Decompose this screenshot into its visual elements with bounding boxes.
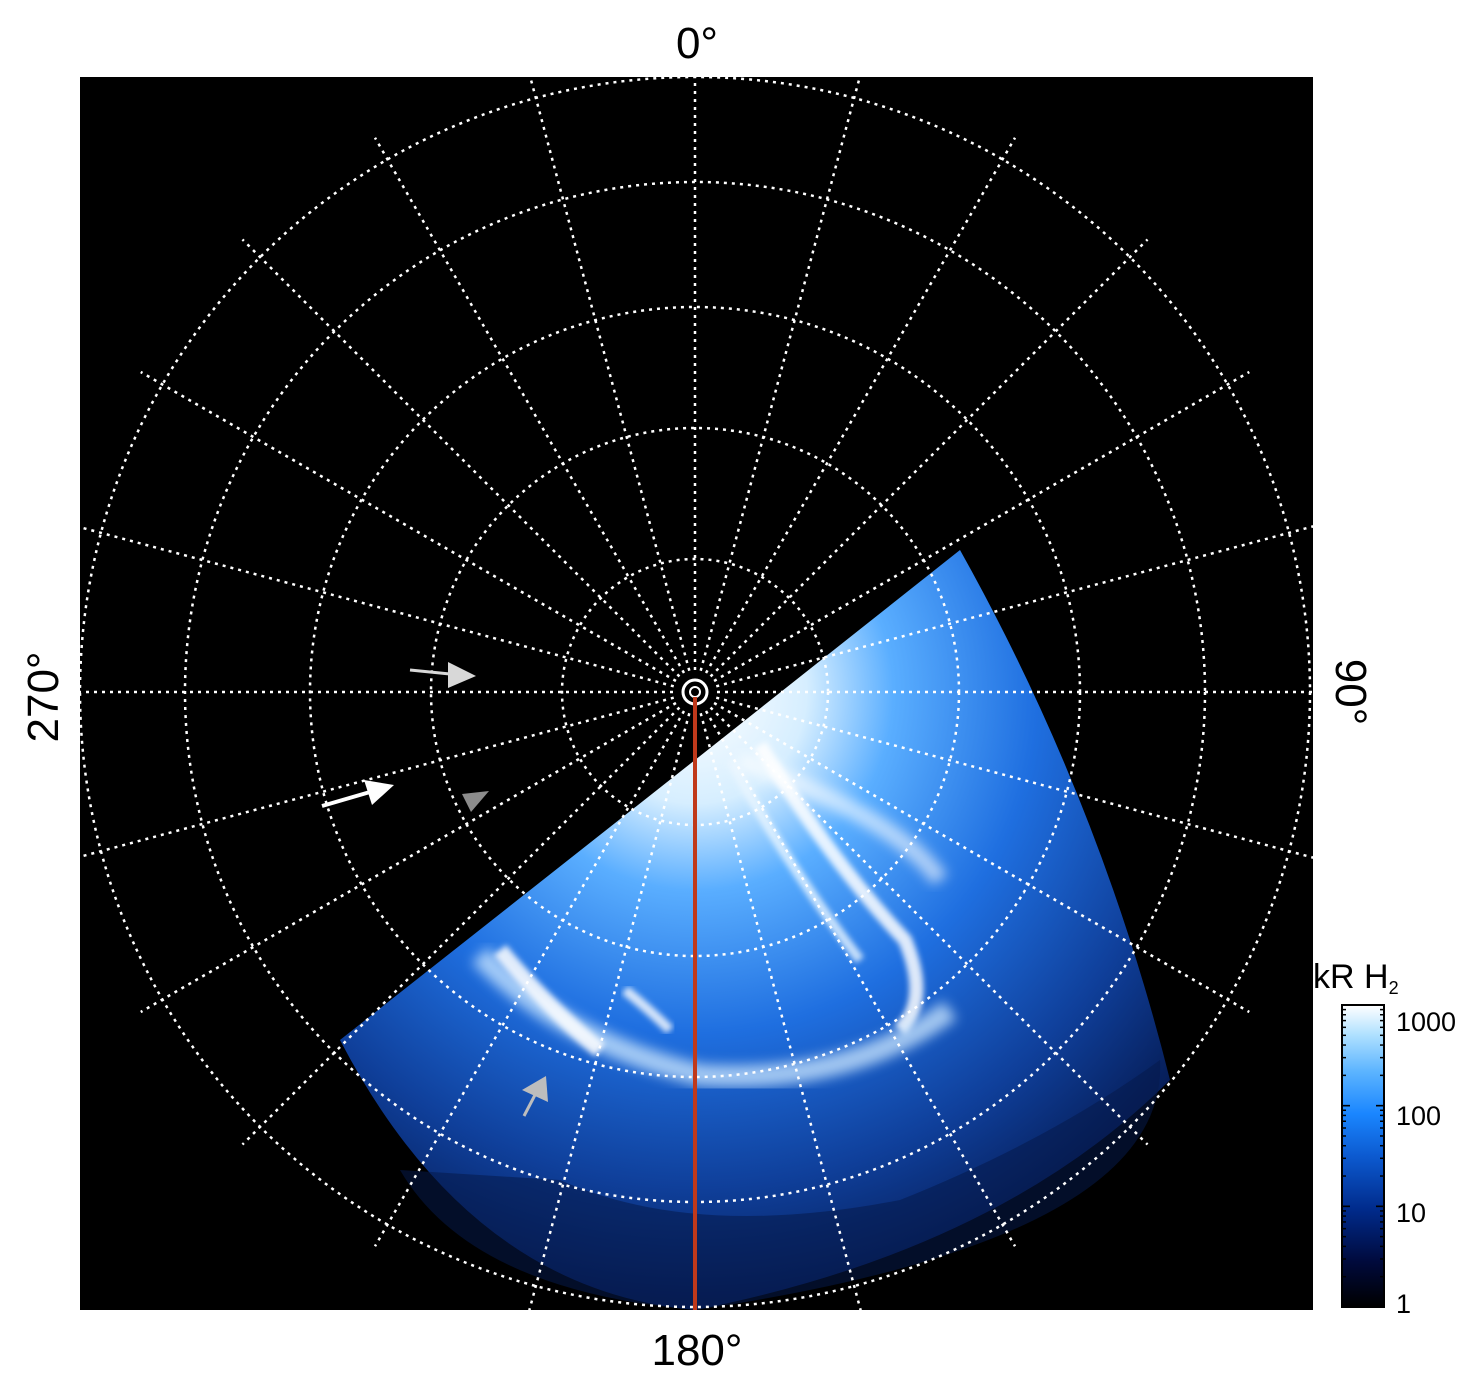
meridian-line — [715, 696, 1313, 859]
meridian-line — [140, 701, 677, 1014]
meridian-line — [373, 710, 686, 1247]
label-bottom: 180° — [651, 1326, 742, 1375]
colorbar-tick-100: 100 — [1396, 1101, 1441, 1131]
meridian-grid — [80, 77, 1313, 1310]
meridian-line — [528, 77, 691, 672]
colorbar-tick-10: 10 — [1396, 1198, 1426, 1228]
arrowhead-gray-middle — [462, 791, 489, 812]
meridian-line — [241, 238, 681, 678]
arrow-white — [321, 780, 394, 808]
meridian-line — [713, 370, 1250, 683]
meridian-line — [709, 706, 1149, 1146]
meridian-line — [80, 696, 675, 859]
meridian-line — [709, 238, 1149, 678]
meridian-line — [699, 77, 862, 672]
meridian-line — [528, 712, 691, 1310]
colorbar-ticks — [1342, 1004, 1384, 1308]
label-top: 0° — [676, 19, 718, 68]
label-left: 270° — [19, 651, 68, 742]
meridian-line — [241, 706, 681, 1146]
meridian-line — [713, 701, 1250, 1014]
colorbar: kR H2 1 10 100 1000 — [1313, 958, 1456, 1319]
meridian-line — [699, 712, 862, 1310]
meridian-line — [715, 525, 1313, 688]
colorbar-tick-1000: 1000 — [1396, 1007, 1456, 1037]
aurora-emission — [340, 550, 1170, 1310]
colorbar-tick-1: 1 — [1396, 1289, 1411, 1319]
arrow-gray-lower — [522, 1076, 548, 1117]
meridian-line — [704, 710, 1017, 1247]
arrow-gray-upper — [409, 662, 476, 688]
meridian-line — [140, 370, 677, 683]
label-right: 90° — [1326, 659, 1375, 726]
meridian-line — [704, 137, 1017, 674]
colorbar-scale — [1341, 1004, 1385, 1308]
meridian-line — [373, 137, 686, 674]
meridian-line — [80, 525, 675, 688]
colorbar-title: kR H2 — [1313, 958, 1399, 998]
